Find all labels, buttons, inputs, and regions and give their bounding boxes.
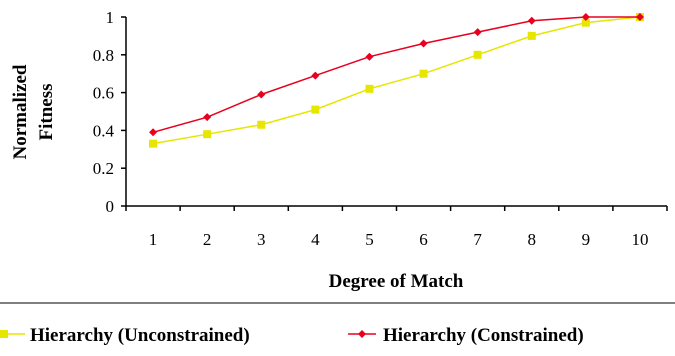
x-tick-label: 7 [473,230,482,249]
series-line [152,16,640,134]
data-point [311,105,320,114]
y-axis-title-line-2: Fitness [36,84,57,141]
y-axis-title-line-1: Normalized [10,64,31,159]
data-point [203,130,212,139]
y-tick-label: 0.2 [93,159,114,178]
data-point [149,139,158,148]
data-point [203,113,212,122]
x-tick-label: 10 [631,230,648,249]
x-tick-label: 4 [311,230,320,249]
y-tick-label: 0.8 [93,46,114,65]
data-point [257,120,266,129]
data-point [311,71,320,80]
x-tick-label: 1 [149,230,158,249]
legend-label: Hierarchy (Unconstrained) [30,325,250,346]
x-tick-label: 5 [365,230,374,249]
legend-marker [0,330,8,338]
x-tick-label: 9 [582,230,591,249]
data-point [419,39,428,48]
data-point [581,18,590,27]
x-tick-label: 2 [203,230,212,249]
legend-label: Hierarchy (Constrained) [383,325,584,346]
legend-item: Hierarchy (Constrained) [348,325,584,346]
series-line [152,16,641,145]
legend-item: Hierarchy (Unconstrained) [0,325,250,346]
y-tick-label: 0.4 [93,121,115,140]
x-axis-title: Degree of Match [329,271,464,292]
series-constrained [149,13,644,137]
series-layer [149,13,644,148]
x-tick-label: 6 [419,230,428,249]
data-point [365,52,374,61]
y-axis-ticks: 0 0.2 0.4 0.6 0.8 1 [93,8,126,216]
y-tick-label: 0 [106,197,115,216]
x-tick-label: 8 [528,230,537,249]
data-point [581,13,590,21]
data-point [149,128,158,137]
data-point [527,16,536,25]
data-point [635,13,644,21]
data-point [527,31,536,40]
y-tick-label: 0.6 [93,84,114,103]
data-point [473,50,482,59]
legend-marker [358,330,366,338]
x-axis-ticks: 1 2 3 4 5 6 7 8 9 10 [125,206,668,249]
data-point [257,90,266,99]
series-unconstrained [149,13,644,148]
y-axis-title: Normalized Fitness [10,64,57,159]
y-tick-label: 1 [106,8,115,27]
data-point [473,28,482,37]
data-point [419,69,428,78]
data-point [365,84,374,93]
x-tick-label: 3 [257,230,266,249]
legend: Hierarchy (Unconstrained) Hierarchy (Cons… [0,325,584,346]
